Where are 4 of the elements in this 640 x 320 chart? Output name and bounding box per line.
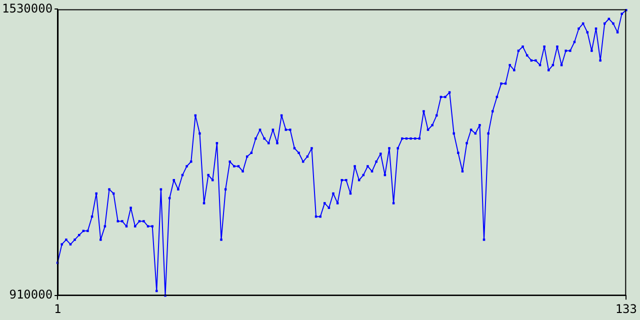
- y-tick-label: 1530000: [2, 1, 53, 16]
- x-tick-label: 133: [615, 302, 638, 316]
- x-tick-label: 1: [54, 302, 62, 316]
- y-tick-label: 910000: [9, 288, 53, 302]
